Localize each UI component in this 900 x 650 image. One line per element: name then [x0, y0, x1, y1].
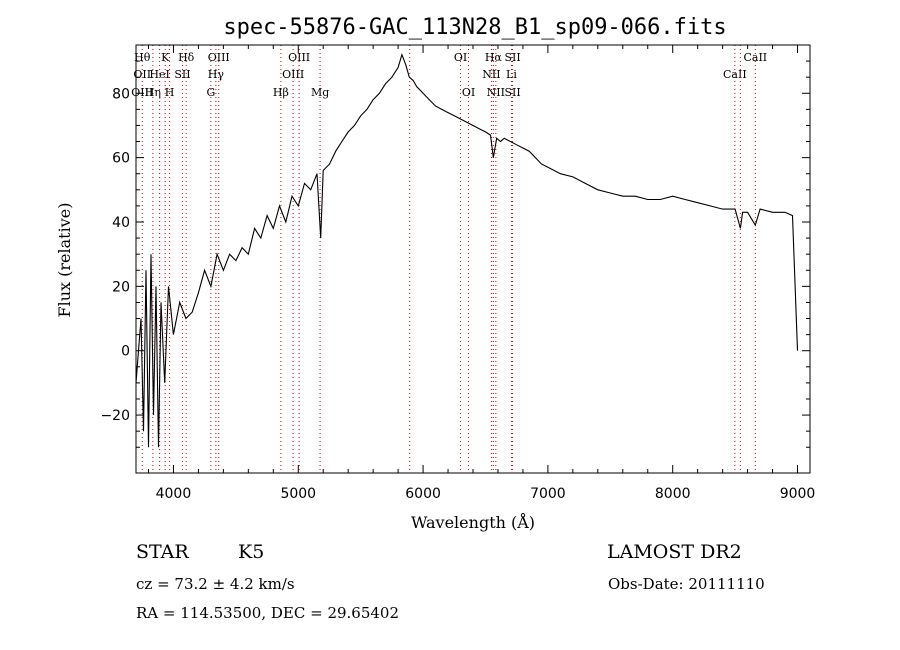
line-marker-label: CaII	[743, 51, 767, 64]
survey-name: LAMOST DR2	[607, 541, 742, 563]
spectrum-line	[135, 52, 799, 448]
y-tick-label: 80	[112, 86, 130, 102]
line-marker-label: OIII	[208, 51, 230, 64]
x-tick-label: 8000	[655, 486, 691, 502]
y-tick-label: 0	[121, 344, 130, 360]
line-marker-label: HeI	[149, 68, 169, 81]
line-marker-label: Mg	[311, 86, 329, 99]
x-axis-label: Wavelength (Å)	[411, 512, 535, 532]
line-marker-label: SII	[174, 68, 190, 81]
line-marker-label: Hδ	[178, 51, 195, 64]
object-subclass: K5	[238, 541, 265, 563]
line-marker-label: OIII	[282, 68, 304, 81]
y-tick-label: −20	[100, 408, 130, 424]
x-tick-label: 4000	[156, 486, 192, 502]
line-marker-label: Hθ	[134, 51, 151, 64]
line-marker-label: NII	[487, 86, 505, 99]
x-tick-label: 5000	[280, 486, 316, 502]
line-marker-label: NII	[482, 68, 500, 81]
x-tick-label: 6000	[405, 486, 441, 502]
line-marker-label: Li	[506, 68, 517, 81]
observation-date: Obs-Date: 20111110	[608, 575, 765, 593]
line-marker-label: SII	[504, 86, 520, 99]
coordinates: RA = 114.53500, DEC = 29.65402	[136, 604, 400, 622]
object-class: STAR	[136, 541, 189, 563]
redshift-velocity: cz = 73.2 ± 4.2 km/s	[136, 575, 295, 593]
line-marker-label: OIII	[131, 86, 153, 99]
x-axis: 4000 5000 6000 7000 8000 9000	[147, 45, 816, 502]
line-marker-label: OIII	[288, 51, 310, 64]
line-marker-label: Hα	[485, 51, 503, 64]
line-marker-label: H	[165, 86, 175, 99]
chart-title: spec-55876-GAC_113N28_B1_sp09-066.fits	[223, 15, 726, 40]
x-tick-label: 7000	[530, 486, 566, 502]
line-marker-label: SII	[504, 51, 520, 64]
line-marker-label: Hη	[145, 86, 161, 99]
line-marker-label: K	[161, 51, 170, 64]
line-marker-label: OI	[454, 51, 467, 64]
line-marker-label: OI	[462, 86, 475, 99]
y-axis: −20 0 20 40 60 80	[100, 60, 810, 448]
y-tick-label: 40	[112, 215, 130, 231]
line-marker-label: Hβ	[273, 86, 289, 99]
line-markers: HθOIIOIIIHηHeIKHSIIHδGHγOIIIHβOIIIOIIIMg…	[131, 45, 767, 473]
line-marker-label: G	[206, 86, 215, 99]
x-tick-label: 9000	[780, 486, 816, 502]
line-marker-label: OII	[133, 68, 151, 81]
y-tick-label: 60	[112, 151, 130, 167]
line-marker-label: CaII	[723, 68, 747, 81]
line-marker-label: Hγ	[208, 68, 225, 81]
y-tick-label: 20	[112, 279, 130, 295]
y-axis-label: Flux (relative)	[55, 203, 74, 318]
